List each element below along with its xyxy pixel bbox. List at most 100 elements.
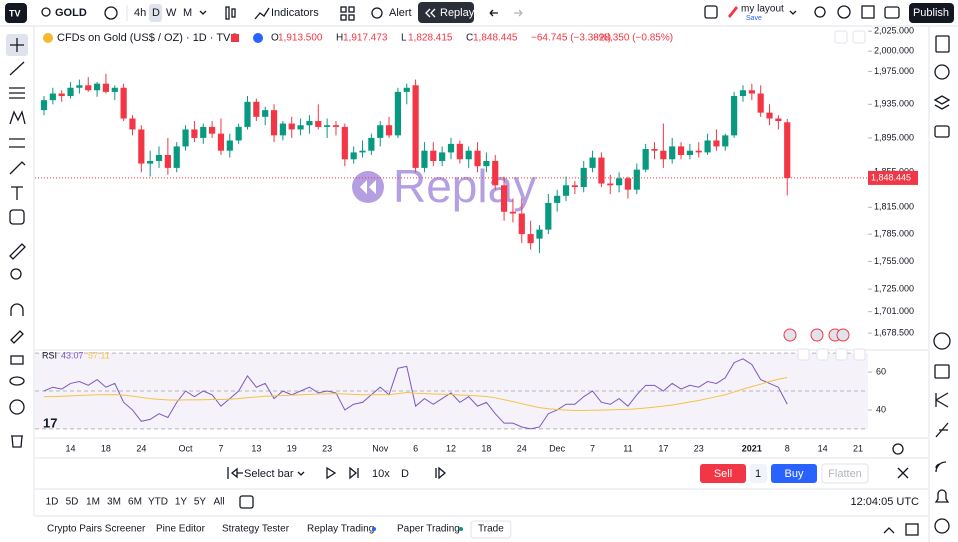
notifications[interactable] [934, 489, 950, 503]
technicals[interactable] [935, 422, 949, 438]
text-tool[interactable] [11, 186, 23, 200]
redo[interactable] [514, 9, 523, 17]
calendar[interactable] [934, 364, 950, 379]
watchlist[interactable] [935, 35, 950, 53]
pane-button[interactable] [834, 30, 848, 44]
pane-up[interactable] [797, 348, 810, 361]
fib-tool[interactable] [9, 87, 25, 99]
interval[interactable]: D [152, 7, 160, 19]
help[interactable] [934, 518, 950, 534]
pane-collapse[interactable] [835, 348, 848, 361]
alert[interactable]: Alert [389, 7, 412, 19]
settings[interactable] [837, 5, 851, 19]
axis-settings[interactable] [892, 443, 904, 455]
templates[interactable] [340, 14, 347, 21]
pane-delete[interactable] [816, 348, 829, 361]
publish-button[interactable] [909, 3, 954, 23]
close-replay[interactable] [897, 467, 909, 479]
panel-tab[interactable]: Trade [478, 524, 504, 535]
object-tree[interactable] [933, 95, 951, 110]
add-symbol[interactable] [104, 6, 118, 20]
range-button[interactable]: 5D [66, 497, 79, 508]
select-bar[interactable]: Select bar [244, 468, 294, 480]
maximize-panel[interactable] [905, 523, 919, 536]
quantity-box[interactable] [750, 464, 767, 483]
save[interactable]: Save [746, 15, 762, 22]
tree-tool[interactable] [9, 399, 25, 415]
range-button[interactable]: 1M [86, 497, 100, 508]
templates[interactable] [348, 14, 355, 21]
range-button[interactable]: 3M [107, 497, 121, 508]
jump-to-realtime[interactable] [435, 466, 447, 480]
replay-button[interactable] [418, 2, 474, 23]
search-icon[interactable] [41, 7, 51, 17]
pane-button[interactable] [852, 30, 866, 44]
layout-name[interactable]: my layout [741, 4, 784, 15]
sell-button[interactable] [700, 464, 746, 483]
drawing-mode[interactable] [10, 330, 24, 344]
range-button[interactable]: 5Y [194, 497, 207, 508]
chart-type[interactable] [231, 8, 236, 18]
event-flag[interactable] [836, 328, 850, 342]
stream[interactable] [935, 461, 947, 473]
snapshot[interactable] [884, 6, 900, 19]
alerts[interactable] [934, 64, 950, 80]
clock[interactable]: 12:04:05 UTC [851, 496, 920, 508]
pattern-tool[interactable] [9, 110, 26, 125]
range-button[interactable]: 1Y [175, 497, 188, 508]
icon-tool[interactable] [9, 209, 25, 225]
zoom-tool[interactable] [10, 268, 22, 280]
range-button[interactable]: YTD [148, 497, 168, 508]
alert-icon[interactable] [371, 7, 383, 19]
fullscreen[interactable] [861, 5, 875, 19]
layout-select[interactable] [704, 5, 718, 19]
replay-interval[interactable]: D [401, 468, 409, 480]
play[interactable] [326, 466, 337, 480]
templates[interactable] [340, 6, 347, 13]
panel-tab[interactable]: Strategy Tester [222, 524, 290, 535]
symbol[interactable]: GOLD [55, 7, 87, 19]
buy-button[interactable] [771, 464, 817, 483]
layout-menu[interactable] [789, 10, 797, 15]
panel-tab[interactable]: Replay Trading [307, 524, 374, 535]
quick-search[interactable] [814, 6, 826, 18]
date-range[interactable] [239, 495, 254, 509]
select-bar-menu[interactable] [297, 471, 305, 476]
network[interactable] [935, 392, 949, 408]
pane-more[interactable] [853, 348, 866, 361]
range-button[interactable]: 1D [46, 497, 59, 508]
forecast-tool[interactable] [9, 138, 25, 148]
step-forward[interactable] [349, 466, 359, 480]
range-button[interactable]: All [213, 497, 224, 508]
trend-line-tool[interactable] [9, 61, 25, 76]
crosshair-tool[interactable] [10, 38, 24, 52]
delete-tool[interactable] [11, 435, 23, 448]
indicators-icon[interactable] [254, 7, 270, 20]
visibility-tool[interactable] [9, 376, 25, 386]
interval-menu[interactable] [199, 10, 207, 15]
templates[interactable] [348, 6, 355, 13]
speed[interactable]: 10x [372, 468, 390, 480]
logo[interactable] [5, 3, 27, 23]
collapse-panel[interactable] [883, 527, 895, 534]
chats[interactable] [934, 125, 950, 138]
magnet-tool[interactable] [10, 303, 24, 316]
range-button[interactable]: 6M [128, 497, 142, 508]
select-bar-icon[interactable] [227, 467, 243, 479]
interval[interactable]: W [166, 7, 177, 19]
undo[interactable] [489, 9, 498, 17]
event-flag[interactable] [810, 328, 824, 342]
lock-tool[interactable] [10, 355, 24, 365]
panel-tab[interactable]: Paper Trading [397, 524, 460, 535]
brush-tool[interactable] [9, 161, 26, 175]
indicators[interactable]: Indicators [271, 7, 319, 19]
interval[interactable]: M [183, 7, 192, 19]
panel-tab[interactable]: Crypto Pairs Screener [47, 524, 146, 535]
measure-tool[interactable] [9, 243, 26, 260]
chart-title[interactable]: CFDs on Gold (US$ / OZ) · 1D · TVC [57, 32, 238, 44]
event-flag[interactable] [783, 328, 797, 342]
flatten-button[interactable] [821, 463, 869, 484]
ideas[interactable] [933, 332, 951, 350]
chart-type[interactable] [225, 6, 230, 20]
panel-tab[interactable]: Pine Editor [156, 524, 206, 535]
